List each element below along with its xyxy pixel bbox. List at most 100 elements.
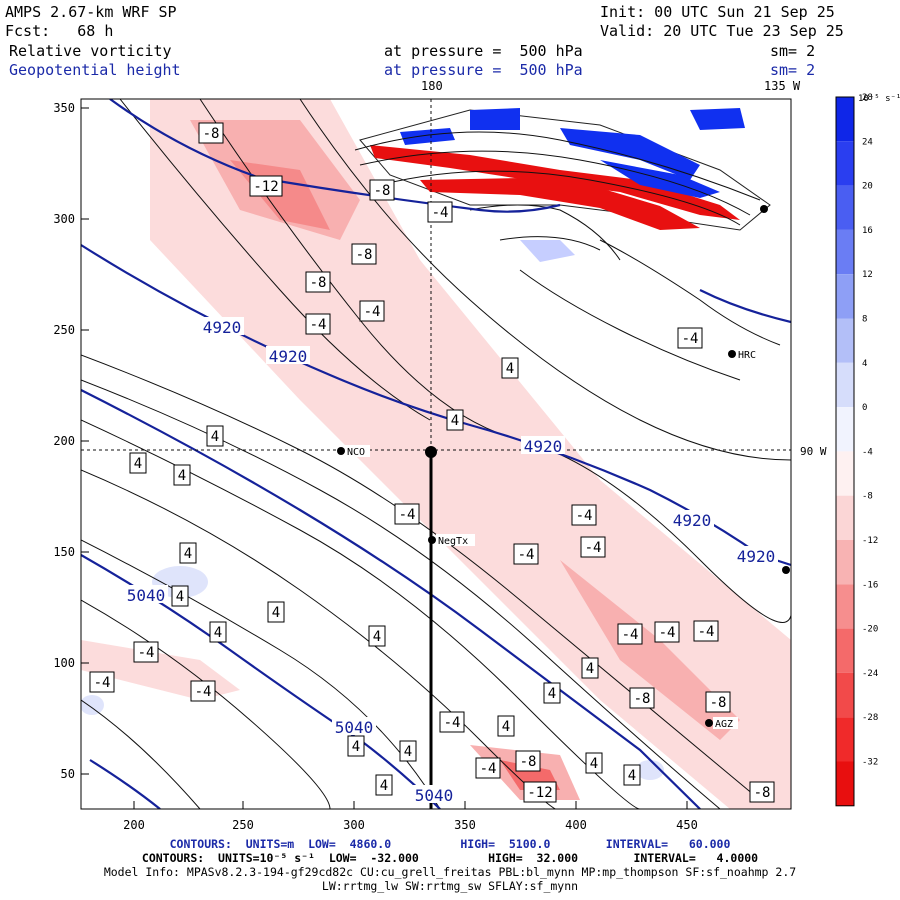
pos-blob-2 xyxy=(81,695,104,715)
height-label: 4920 xyxy=(673,511,712,530)
vorticity-label-box xyxy=(475,757,501,779)
vorticity-label: 4 xyxy=(404,744,412,760)
colorbar-segment xyxy=(836,229,854,275)
vorticity-label-box xyxy=(394,503,420,525)
top-label-180: 180 xyxy=(421,79,443,93)
station-label-bg xyxy=(345,445,370,457)
convective-contours xyxy=(354,131,761,261)
colorbar-segment xyxy=(836,97,854,142)
edge-station-marker xyxy=(760,205,768,213)
vorticity-label: -4 xyxy=(698,624,715,640)
height-label-bg xyxy=(734,546,778,564)
vorticity-label-box xyxy=(515,750,541,772)
station-label-bg xyxy=(736,348,761,360)
vorticity-label: -8 xyxy=(634,691,651,707)
vorticity-label: -8 xyxy=(356,247,373,263)
station-marker xyxy=(337,447,345,455)
vorticity-label-box xyxy=(439,711,465,733)
colorbar-label: 4 xyxy=(862,359,867,369)
vorticity-label-box xyxy=(585,752,603,774)
y-tick-label: 250 xyxy=(53,323,75,337)
vorticity-label-box xyxy=(693,620,719,642)
colorbar-label: 28 xyxy=(862,93,873,103)
vorticity-label: -4 xyxy=(94,675,111,691)
x-tick-label: 300 xyxy=(343,818,365,832)
vorticity-label-box xyxy=(617,623,643,645)
height-label: 5040 xyxy=(127,586,166,605)
vorticity-label: -4 xyxy=(576,508,593,524)
colorbar-segment xyxy=(836,318,854,363)
field2-smooth: sm= 2 xyxy=(770,61,816,79)
field1-level: at pressure = 500 hPa xyxy=(384,42,583,60)
colorbar-label: -32 xyxy=(862,758,878,768)
vorticity-label: 4 xyxy=(176,589,184,605)
vorticity-label: 4 xyxy=(586,661,594,677)
field2-level: at pressure = 500 hPa xyxy=(384,61,583,79)
vorticity-label-box xyxy=(581,657,599,679)
vorticity-label-box xyxy=(129,452,147,474)
height-label-bg xyxy=(670,510,714,528)
vorticity-label-box xyxy=(497,715,515,737)
y-tick-label: 100 xyxy=(53,656,75,670)
colorbar-label: -8 xyxy=(862,492,873,502)
vorticity-label-box xyxy=(267,601,285,623)
x-tick-label: 450 xyxy=(676,818,698,832)
x-tick-label: 350 xyxy=(454,818,476,832)
x-axis: 200 250 300 350 400 450 xyxy=(123,801,698,832)
model-title: AMPS 2.67-km WRF SP xyxy=(5,3,177,21)
vorticity-label-box xyxy=(427,201,453,223)
vorticity-label-box xyxy=(399,740,417,762)
footer-line3: Model Info: MPASv8.2.3-194-gf29cd82c CU:… xyxy=(103,865,797,879)
station-marker xyxy=(705,719,713,727)
vorticity-label: -4 xyxy=(480,761,497,777)
colorbar-segment xyxy=(836,407,854,452)
footer-line1: CONTOURS: UNITS=m LOW= 4860.0 HIGH= 5100… xyxy=(0,838,900,851)
colorbar-label: 0 xyxy=(862,403,867,413)
vorticity-label-box xyxy=(629,687,655,709)
colorbar-segment xyxy=(836,274,854,319)
colorbar-segment xyxy=(836,451,854,496)
height-label: 4920 xyxy=(269,347,308,366)
vorticity-label: 4 xyxy=(628,768,636,784)
vorticity-label: -4 xyxy=(310,317,327,333)
plot-frame xyxy=(80,98,792,810)
colorbar-unit: 10⁻⁵ s⁻¹ xyxy=(858,94,900,104)
colorbar-label: -12 xyxy=(862,536,878,546)
height-label: 4920 xyxy=(737,547,776,566)
colorbar-label: -4 xyxy=(862,447,873,457)
y-tick-label: 300 xyxy=(53,212,75,226)
vorticity-label-box xyxy=(446,409,464,431)
vorticity-label-box xyxy=(89,671,115,693)
colorbar-label: -16 xyxy=(862,580,878,590)
vorticity-label-box xyxy=(571,504,597,526)
station-label: AGZ xyxy=(715,719,733,730)
edge-station-marker xyxy=(782,566,790,574)
vorticity-label: -12 xyxy=(253,179,278,195)
vorticity-label-box xyxy=(171,585,189,607)
vorticity-label: -8 xyxy=(710,695,727,711)
vorticity-label: 4 xyxy=(214,625,222,641)
neg-core-3 xyxy=(560,560,740,740)
x-tick-label: 400 xyxy=(565,818,587,832)
colorbar-segment xyxy=(836,495,854,540)
field1-smooth: sm= 2 xyxy=(770,42,816,60)
forecast-hour: Fcst: 68 h xyxy=(5,22,114,40)
vorticity-label: 4 xyxy=(134,456,142,472)
vorticity-label-box xyxy=(198,122,224,144)
colorbar-label: -28 xyxy=(862,713,878,723)
vorticity-label-box xyxy=(351,243,377,265)
vorticity-label: -8 xyxy=(310,275,327,291)
vorticity-label: 4 xyxy=(590,756,598,772)
height-labels: 4920 4920 4920 4920 4920 5040 5040 5040 xyxy=(124,317,778,805)
height-label-bg xyxy=(521,436,565,454)
vorticity-label: -12 xyxy=(527,785,552,801)
vorticity-label-box xyxy=(305,271,331,293)
vorticity-label: -4 xyxy=(682,331,699,347)
footer-height-contours: CONTOURS: UNITS=m LOW= 4860.0 HIGH= 5100… xyxy=(169,837,731,851)
colorbar-segment xyxy=(836,717,854,762)
field1-name: Relative vorticity xyxy=(9,42,172,60)
colorbar-segment xyxy=(836,761,854,806)
vorticity-label: -4 xyxy=(138,645,155,661)
y-axis: 50 100 150 200 250 300 350 xyxy=(53,101,89,781)
height-label: 4920 xyxy=(203,318,242,337)
